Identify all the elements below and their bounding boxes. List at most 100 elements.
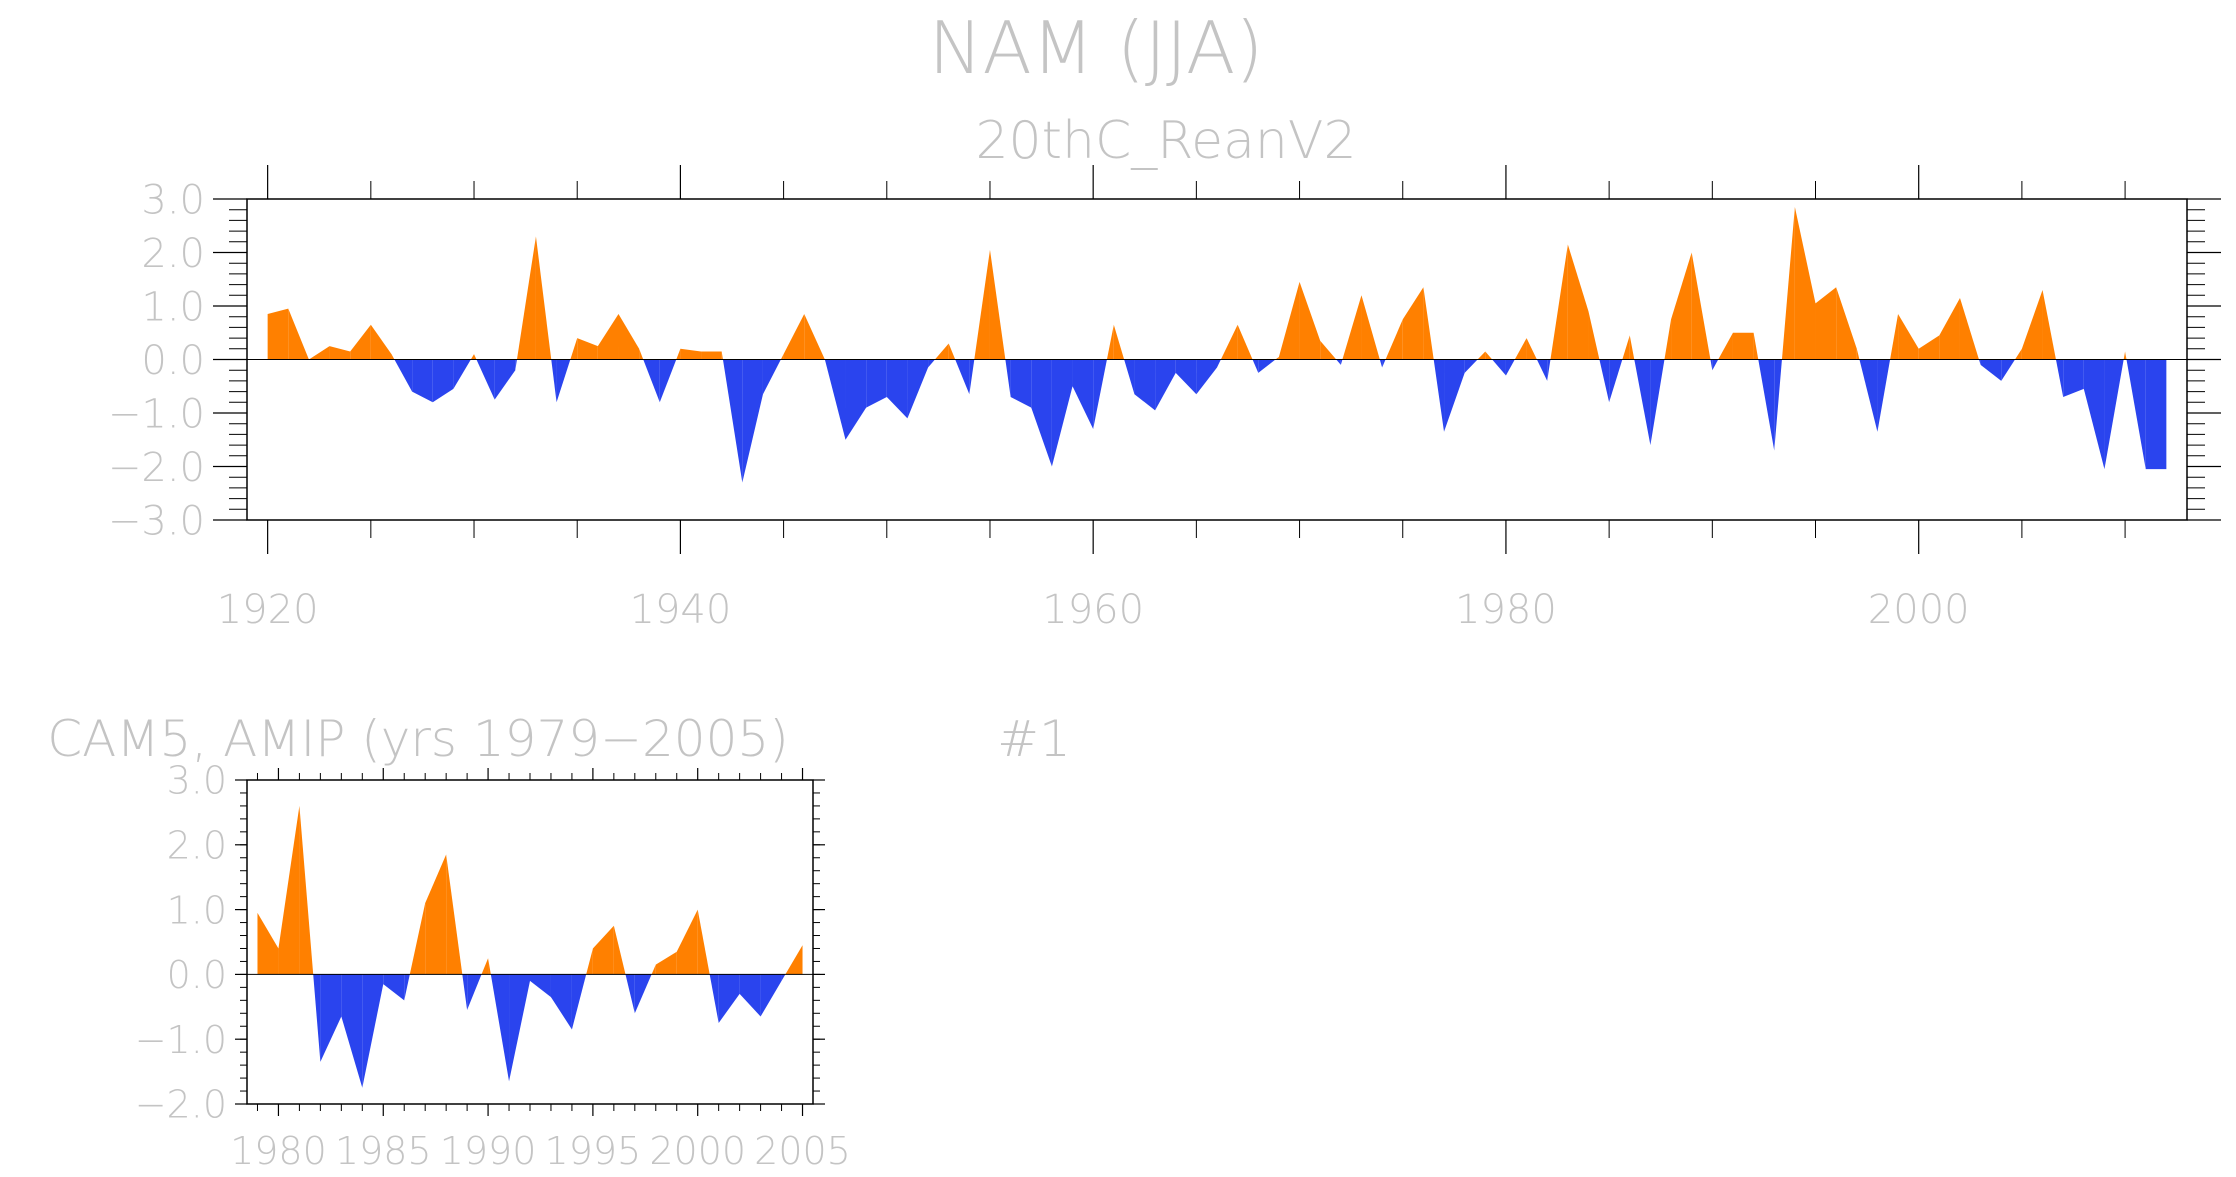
positive-area xyxy=(676,348,681,360)
negative-area xyxy=(1712,359,1719,371)
positive-area xyxy=(1423,287,1434,360)
x-tick-label: 1980 xyxy=(230,1129,327,1173)
positive-area xyxy=(2015,348,2022,360)
positive-area xyxy=(1320,340,1337,360)
positive-area xyxy=(680,348,702,360)
negative-area xyxy=(1155,359,1176,411)
y-tick-label: −2.0 xyxy=(135,1083,227,1127)
positive-area xyxy=(1918,335,1940,360)
negative-area xyxy=(739,974,761,1017)
negative-area xyxy=(1433,359,1445,432)
positive-area xyxy=(2125,351,2127,360)
negative-area xyxy=(718,974,740,1023)
ensemble-member-label: #1 xyxy=(997,710,1071,768)
positive-area xyxy=(1361,295,1380,360)
negative-area xyxy=(1072,359,1094,430)
negative-area xyxy=(781,974,786,981)
positive-area xyxy=(1477,351,1486,360)
positive-area xyxy=(1732,332,1754,360)
positive-area xyxy=(934,343,949,360)
negative-area xyxy=(760,974,782,1017)
negative-area xyxy=(341,974,363,1088)
positive-area xyxy=(474,354,477,360)
y-tick-label: −1.0 xyxy=(108,391,205,437)
figure-title: NAM (JJA) xyxy=(929,6,1264,90)
positive-area xyxy=(350,324,371,360)
positive-area xyxy=(1959,297,1979,360)
negative-area xyxy=(1031,359,1052,467)
negative-area xyxy=(762,359,781,395)
positive-area xyxy=(2021,289,2043,360)
positive-area xyxy=(780,354,784,360)
positive-area xyxy=(570,338,578,360)
negative-area xyxy=(432,359,454,403)
negative-area xyxy=(1175,359,1197,395)
x-tick-label: 2005 xyxy=(754,1129,851,1173)
positive-area xyxy=(308,346,330,360)
negative-area xyxy=(383,974,405,1001)
negative-area xyxy=(845,359,867,440)
negative-area xyxy=(320,974,342,1062)
negative-area xyxy=(1774,359,1782,451)
x-tick-label: 1980 xyxy=(1455,587,1557,633)
negative-area xyxy=(1124,359,1135,395)
positive-area xyxy=(1275,356,1279,360)
positive-area xyxy=(2123,351,2126,360)
negative-area xyxy=(886,359,908,419)
positive-area xyxy=(676,909,698,975)
negative-area xyxy=(2055,359,2064,397)
positive-area xyxy=(592,925,614,975)
negative-area xyxy=(1505,359,1515,376)
x-tick-label: 1940 xyxy=(630,587,732,633)
positive-area xyxy=(1794,207,1816,360)
negative-area xyxy=(1599,359,1610,403)
positive-area xyxy=(651,964,656,975)
negative-area xyxy=(742,359,763,483)
positive-area xyxy=(2042,289,2056,360)
negative-area xyxy=(643,359,660,403)
negative-area xyxy=(2063,359,2084,397)
positive-area xyxy=(278,805,300,975)
positive-area xyxy=(1898,314,1919,360)
positive-area xyxy=(1299,281,1321,360)
positive-area xyxy=(1237,324,1253,360)
negative-area xyxy=(571,974,587,1030)
negative-area xyxy=(1609,359,1623,403)
positive-area xyxy=(425,854,447,975)
positive-area xyxy=(785,945,803,975)
negative-area xyxy=(1492,359,1506,376)
negative-area xyxy=(1634,359,1651,446)
negative-area xyxy=(1650,359,1665,446)
positive-area xyxy=(409,903,426,975)
positive-area xyxy=(535,236,552,360)
negative-area xyxy=(969,359,975,395)
y-tick-label: 3.0 xyxy=(141,177,205,223)
positive-area xyxy=(1781,207,1795,360)
negative-area xyxy=(1859,359,1878,432)
y-tick-label: −1.0 xyxy=(135,1018,227,1062)
positive-area xyxy=(299,805,314,975)
positive-area xyxy=(701,351,722,360)
negative-area xyxy=(2145,359,2167,470)
positive-area xyxy=(257,912,279,975)
negative-area xyxy=(394,359,413,392)
negative-area xyxy=(494,359,516,400)
negative-area xyxy=(659,359,677,403)
positive-area xyxy=(1856,348,1860,360)
positive-area xyxy=(370,324,392,360)
negative-area xyxy=(907,359,929,419)
negative-area xyxy=(1710,359,1713,371)
positive-area xyxy=(1836,287,1857,360)
negative-area xyxy=(1217,359,1221,368)
positive-area xyxy=(577,338,598,360)
negative-area xyxy=(1877,359,1891,432)
positive-area xyxy=(1567,244,1589,360)
negative-area xyxy=(1005,359,1011,397)
positive-area xyxy=(1385,319,1403,360)
y-tick-label: 3.0 xyxy=(167,759,227,803)
negative-area xyxy=(2001,359,2016,381)
positive-area xyxy=(470,354,475,360)
negative-area xyxy=(462,974,468,1011)
positive-area xyxy=(1342,295,1362,360)
negative-area xyxy=(1444,359,1465,432)
